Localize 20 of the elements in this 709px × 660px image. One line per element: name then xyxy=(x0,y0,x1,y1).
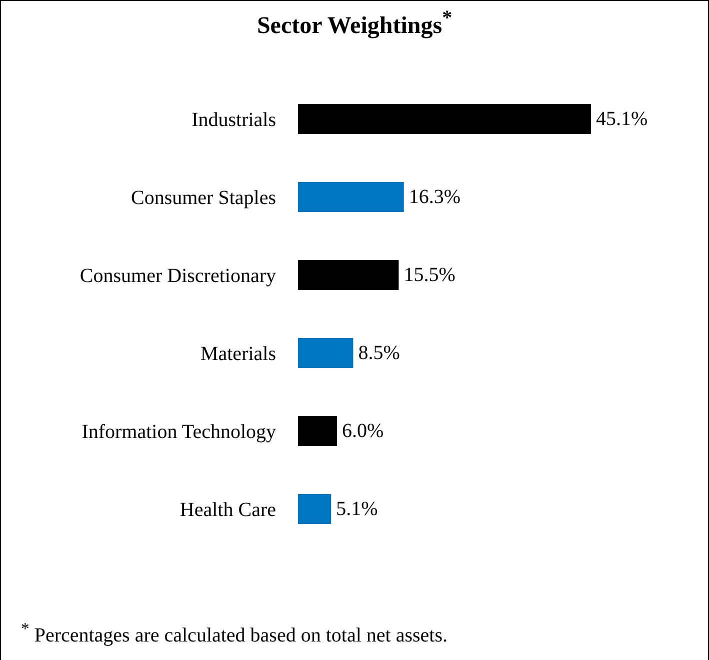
y-tick-label: Materials xyxy=(200,343,276,366)
bar xyxy=(298,494,332,524)
y-tick-label: Industrials xyxy=(192,109,276,132)
data-label: 6.0% xyxy=(342,420,384,442)
y-tick-label: Health Care xyxy=(180,499,276,522)
y-tick-label: Consumer Staples xyxy=(131,187,276,210)
bar xyxy=(298,338,354,368)
text: $^{*}$ Percentages are calculated based on total net assets. xyxy=(21,619,448,648)
data-label: 16.3% xyxy=(408,186,461,208)
bar xyxy=(298,182,404,212)
data-label: 5.1% xyxy=(336,498,378,520)
bar xyxy=(298,260,399,290)
bar xyxy=(298,104,591,134)
y-tick-label: Information Technology xyxy=(82,421,276,444)
data-label: 45.1% xyxy=(596,108,648,130)
bar xyxy=(298,416,337,446)
data-label: 15.5% xyxy=(404,264,456,286)
chart-title: Sector Weightings$^{*}$ xyxy=(256,7,454,40)
y-tick-label: Consumer Discretionary xyxy=(80,265,276,288)
data-label: 8.5% xyxy=(358,342,400,364)
